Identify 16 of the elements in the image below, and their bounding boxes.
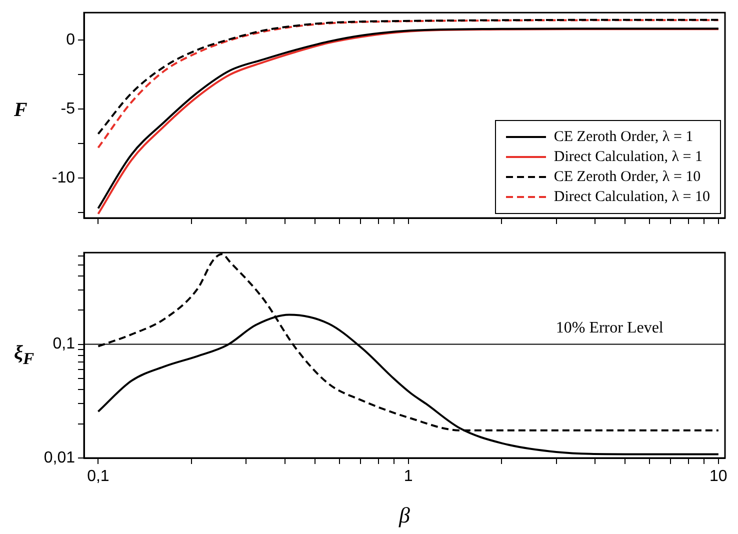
legend-label: Direct Calculation, λ = 10 [554,188,710,206]
x-tick-label: 0,1 [87,468,110,486]
legend-label: CE Zeroth Order, λ = 10 [554,168,701,186]
legend-label: CE Zeroth Order, λ = 1 [554,128,694,146]
y-axis-title: ξ$_{F}$ [14,342,34,369]
y-tick-label: 0 [66,32,76,49]
y-tick-label: 0,01 [44,449,76,466]
x-tick-label: 10 [710,468,728,486]
legend-label: Direct Calculation, λ = 1 [554,148,702,166]
y-axis-title: F [14,99,28,122]
x-axis-title: β [398,502,410,528]
ref-line-label: 10% Error Level [556,319,664,336]
x-tick-label: 1 [404,468,413,486]
y-tick-label: -10 [52,169,76,186]
y-tick-label: -5 [60,100,76,118]
y-tick-label: 0,1 [52,336,76,353]
